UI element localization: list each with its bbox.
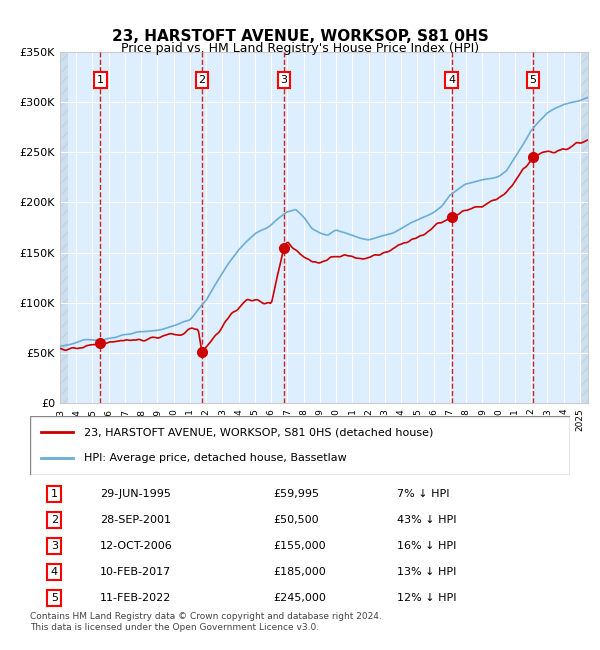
Text: 28-SEP-2001: 28-SEP-2001 [100,515,171,525]
Text: £59,995: £59,995 [273,489,319,499]
Text: 23, HARSTOFT AVENUE, WORKSOP, S81 0HS (detached house): 23, HARSTOFT AVENUE, WORKSOP, S81 0HS (d… [84,428,433,437]
Text: 11-FEB-2022: 11-FEB-2022 [100,593,172,603]
Text: 10-FEB-2017: 10-FEB-2017 [100,567,172,577]
Text: 3: 3 [51,541,58,551]
Bar [60,52,68,403]
Text: £50,500: £50,500 [273,515,319,525]
Text: Contains HM Land Registry data © Crown copyright and database right 2024.: Contains HM Land Registry data © Crown c… [30,612,382,621]
Text: Price paid vs. HM Land Registry's House Price Index (HPI): Price paid vs. HM Land Registry's House … [121,42,479,55]
FancyBboxPatch shape [30,416,570,474]
Text: 2: 2 [51,515,58,525]
Text: £245,000: £245,000 [273,593,326,603]
Text: 16% ↓ HPI: 16% ↓ HPI [397,541,457,551]
Text: 1: 1 [97,75,104,85]
Text: 29-JUN-1995: 29-JUN-1995 [100,489,171,499]
Text: 5: 5 [529,75,536,85]
Text: 12% ↓ HPI: 12% ↓ HPI [397,593,457,603]
Text: This data is licensed under the Open Government Licence v3.0.: This data is licensed under the Open Gov… [30,623,319,632]
Text: 4: 4 [448,75,455,85]
Text: £185,000: £185,000 [273,567,326,577]
Text: £155,000: £155,000 [273,541,326,551]
Text: 2: 2 [199,75,206,85]
Text: 43% ↓ HPI: 43% ↓ HPI [397,515,457,525]
Text: 4: 4 [51,567,58,577]
Text: 3: 3 [280,75,287,85]
Text: 13% ↓ HPI: 13% ↓ HPI [397,567,457,577]
Bar [580,52,588,403]
Text: 23, HARSTOFT AVENUE, WORKSOP, S81 0HS: 23, HARSTOFT AVENUE, WORKSOP, S81 0HS [112,29,488,44]
Text: 5: 5 [51,593,58,603]
Text: HPI: Average price, detached house, Bassetlaw: HPI: Average price, detached house, Bass… [84,453,347,463]
Text: 12-OCT-2006: 12-OCT-2006 [100,541,173,551]
Text: 7% ↓ HPI: 7% ↓ HPI [397,489,450,499]
Text: 1: 1 [51,489,58,499]
